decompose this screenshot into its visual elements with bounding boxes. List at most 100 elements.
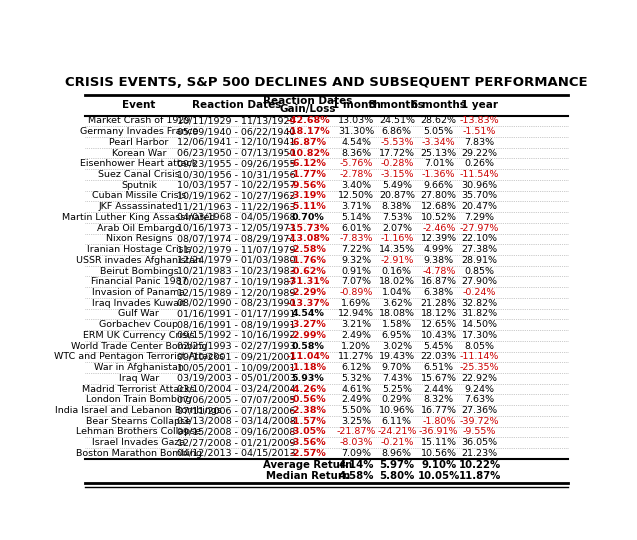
- Text: 2.44%: 2.44%: [424, 384, 454, 394]
- Text: -11.54%: -11.54%: [460, 170, 499, 179]
- Text: -1.57%: -1.57%: [290, 417, 326, 426]
- Text: 2.07%: 2.07%: [382, 224, 412, 233]
- Text: 9.70%: 9.70%: [382, 363, 412, 372]
- Text: 12.39%: 12.39%: [420, 234, 457, 244]
- Text: Arab Oil Embargo: Arab Oil Embargo: [97, 224, 181, 233]
- Text: 10.43%: 10.43%: [420, 331, 457, 340]
- Text: 3.02%: 3.02%: [382, 342, 412, 350]
- Text: -1.16%: -1.16%: [380, 234, 413, 244]
- Text: 8.05%: 8.05%: [464, 342, 494, 350]
- Text: 20.87%: 20.87%: [379, 192, 415, 200]
- Text: 0.91%: 0.91%: [341, 267, 371, 275]
- Text: 10/21/1983 - 10/23/1983: 10/21/1983 - 10/23/1983: [177, 267, 296, 275]
- Text: -0.21%: -0.21%: [380, 438, 413, 447]
- Text: -2.57%: -2.57%: [290, 449, 326, 458]
- Text: -42.68%: -42.68%: [286, 117, 330, 125]
- Text: 3 months: 3 months: [369, 100, 424, 110]
- Text: 3.71%: 3.71%: [341, 202, 371, 211]
- Text: -2.58%: -2.58%: [289, 245, 326, 254]
- Text: 6.38%: 6.38%: [424, 288, 454, 297]
- Text: Madrid Terrorist Attacks: Madrid Terrorist Attacks: [82, 384, 196, 394]
- Text: 01/16/1991 - 01/17/1991: 01/16/1991 - 01/17/1991: [177, 309, 296, 319]
- Text: -1.80%: -1.80%: [422, 417, 455, 426]
- Text: -3.19%: -3.19%: [290, 192, 326, 200]
- Text: 12/24/1979 - 01/03/1980: 12/24/1979 - 01/03/1980: [177, 256, 296, 265]
- Text: Iranian Hostage Crisis: Iranian Hostage Crisis: [87, 245, 191, 254]
- Text: Iraq War: Iraq War: [118, 374, 159, 383]
- Text: -3.05%: -3.05%: [290, 428, 326, 436]
- Text: 09/23/1955 - 09/26/1955: 09/23/1955 - 09/26/1955: [177, 159, 296, 168]
- Text: 1.04%: 1.04%: [382, 288, 412, 297]
- Text: 5.45%: 5.45%: [424, 342, 454, 350]
- Text: 1.58%: 1.58%: [382, 320, 412, 329]
- Text: -24.21%: -24.21%: [377, 428, 417, 436]
- Text: -7.83%: -7.83%: [340, 234, 373, 244]
- Text: Iraq Invades Kuwait: Iraq Invades Kuwait: [92, 299, 185, 308]
- Text: 7.83%: 7.83%: [464, 138, 494, 147]
- Text: 9.24%: 9.24%: [464, 384, 494, 394]
- Text: -1.36%: -1.36%: [422, 170, 455, 179]
- Text: Reaction Dates: Reaction Dates: [192, 100, 281, 110]
- Text: -4.26%: -4.26%: [289, 384, 326, 394]
- Text: -1.77%: -1.77%: [289, 170, 326, 179]
- Text: -0.62%: -0.62%: [290, 267, 326, 275]
- Text: Bear Stearns Collapse: Bear Stearns Collapse: [87, 417, 191, 426]
- Text: World Trade Center Bombing: World Trade Center Bombing: [71, 342, 207, 350]
- Text: 4.99%: 4.99%: [424, 245, 454, 254]
- Text: 10/03/1957 - 10/22/1957: 10/03/1957 - 10/22/1957: [177, 181, 296, 190]
- Text: 4.58%: 4.58%: [338, 471, 374, 481]
- Text: 32.82%: 32.82%: [461, 299, 497, 308]
- Text: 5.25%: 5.25%: [382, 384, 412, 394]
- Text: Boston Marathon Bombing: Boston Marathon Bombing: [76, 449, 202, 458]
- Text: 25.13%: 25.13%: [420, 148, 457, 158]
- Text: 31.82%: 31.82%: [461, 309, 497, 319]
- Text: -3.34%: -3.34%: [422, 138, 455, 147]
- Text: -5.11%: -5.11%: [290, 202, 326, 211]
- Text: 22.03%: 22.03%: [420, 353, 457, 361]
- Text: 10.05%: 10.05%: [418, 471, 460, 481]
- Text: 16.77%: 16.77%: [421, 406, 457, 415]
- Text: USSR invades Afghanistan: USSR invades Afghanistan: [76, 256, 201, 265]
- Text: 0.70%: 0.70%: [292, 213, 324, 222]
- Text: -9.56%: -9.56%: [290, 181, 326, 190]
- Text: 07/06/2005 - 07/07/2005: 07/06/2005 - 07/07/2005: [177, 395, 296, 404]
- Text: Lehman Brothers Collapse: Lehman Brothers Collapse: [76, 428, 201, 436]
- Text: 09/10/2001 - 09/21/2001: 09/10/2001 - 09/21/2001: [177, 353, 296, 361]
- Text: 24.51%: 24.51%: [379, 117, 415, 125]
- Text: 10/05/2001 - 10/09/2001: 10/05/2001 - 10/09/2001: [177, 363, 296, 372]
- Text: -1.76%: -1.76%: [289, 256, 326, 265]
- Text: 1 month: 1 month: [332, 100, 380, 110]
- Text: 6 months: 6 months: [412, 100, 466, 110]
- Text: 4.54%: 4.54%: [341, 138, 371, 147]
- Text: 09/15/2008 - 09/16/2008: 09/15/2008 - 09/16/2008: [177, 428, 296, 436]
- Text: 05/09/1940 - 06/22/1940: 05/09/1940 - 06/22/1940: [177, 127, 296, 136]
- Text: 03/13/2008 - 03/14/2008: 03/13/2008 - 03/14/2008: [177, 417, 296, 426]
- Text: -2.91%: -2.91%: [380, 256, 413, 265]
- Text: -5.76%: -5.76%: [340, 159, 373, 168]
- Text: Sputnik: Sputnik: [121, 181, 157, 190]
- Text: WTC and Pentagon Terrorist Attacks: WTC and Pentagon Terrorist Attacks: [54, 353, 224, 361]
- Text: 12.65%: 12.65%: [421, 320, 457, 329]
- Text: 7.29%: 7.29%: [464, 213, 494, 222]
- Text: 3.40%: 3.40%: [341, 181, 371, 190]
- Text: Gain/Loss: Gain/Loss: [280, 104, 336, 114]
- Text: 11/02/1979 - 11/07/1979: 11/02/1979 - 11/07/1979: [177, 245, 296, 254]
- Text: 08/02/1990 - 08/23/1990: 08/02/1990 - 08/23/1990: [177, 299, 296, 308]
- Text: 7.53%: 7.53%: [382, 213, 412, 222]
- Text: 0.58%: 0.58%: [292, 342, 324, 350]
- Text: 10/02/1987 - 10/19/1987: 10/02/1987 - 10/19/1987: [177, 278, 296, 286]
- Text: 18.12%: 18.12%: [421, 309, 457, 319]
- Text: 0.85%: 0.85%: [464, 267, 494, 275]
- Text: 04/12/2013 - 04/15/2013: 04/12/2013 - 04/15/2013: [177, 449, 296, 458]
- Text: Eisenhower Heart attack: Eisenhower Heart attack: [80, 159, 197, 168]
- Text: 2.49%: 2.49%: [341, 331, 371, 340]
- Text: -0.89%: -0.89%: [340, 288, 373, 297]
- Text: 03/10/2004 - 03/24/2004: 03/10/2004 - 03/24/2004: [177, 384, 296, 394]
- Text: 6.86%: 6.86%: [382, 127, 412, 136]
- Text: -6.87%: -6.87%: [289, 138, 326, 147]
- Text: Event: Event: [122, 100, 155, 110]
- Text: 8.96%: 8.96%: [382, 449, 412, 458]
- Text: -0.56%: -0.56%: [290, 395, 326, 404]
- Text: 1 year: 1 year: [461, 100, 498, 110]
- Text: 10.52%: 10.52%: [421, 213, 457, 222]
